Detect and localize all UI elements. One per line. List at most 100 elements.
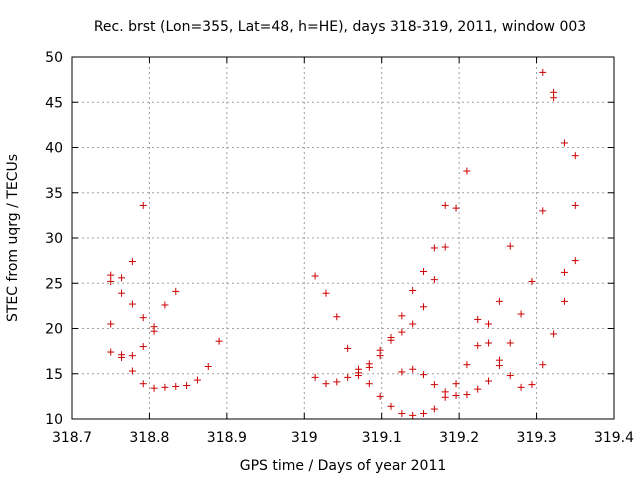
- data-point: [485, 377, 493, 385]
- chart-title: Rec. brst (Lon=355, Lat=48, h=HE), days …: [94, 19, 586, 35]
- data-point: [333, 378, 341, 386]
- data-point: [354, 372, 362, 380]
- data-point: [398, 410, 406, 418]
- data-point: [387, 402, 395, 410]
- y-tick-labels: 10 15 20 25 30 35 40 45 50: [45, 50, 63, 428]
- data-point: [517, 310, 525, 318]
- data-point: [376, 392, 384, 400]
- data-point: [506, 339, 514, 347]
- data-point: [430, 405, 438, 413]
- data-point: [204, 363, 212, 371]
- data-point: [376, 352, 384, 360]
- data-point: [150, 384, 158, 392]
- x-axis-label: GPS time / Days of year 2011: [240, 458, 447, 474]
- data-point: [452, 391, 460, 399]
- y-tick-label: 35: [45, 186, 63, 202]
- y-tick-label: 45: [45, 95, 63, 111]
- data-point: [463, 361, 471, 369]
- data-point: [409, 320, 417, 328]
- data-point: [215, 337, 223, 345]
- data-point: [539, 361, 547, 369]
- data-point: [118, 289, 126, 297]
- data-point: [172, 287, 180, 295]
- data-point: [172, 382, 180, 390]
- data-point: [398, 328, 406, 336]
- data-point: [550, 94, 558, 102]
- y-tick-label: 30: [45, 231, 63, 247]
- x-tick-label: 319.2: [439, 430, 479, 446]
- data-point: [183, 382, 191, 390]
- data-point: [528, 381, 536, 389]
- data-point: [409, 286, 417, 294]
- y-tick-label: 20: [45, 322, 63, 338]
- data-point: [495, 362, 503, 370]
- data-point: [322, 380, 330, 388]
- data-point: [398, 312, 406, 320]
- data-point: [161, 383, 169, 391]
- data-point: [430, 244, 438, 252]
- data-point: [528, 277, 536, 285]
- data-point: [441, 243, 449, 251]
- grid-lines: [72, 57, 614, 419]
- data-point: [441, 201, 449, 209]
- data-point: [107, 320, 115, 328]
- y-tick-label: 10: [45, 412, 63, 428]
- y-tick-label: 25: [45, 276, 63, 292]
- x-tick-label: 319: [291, 430, 318, 446]
- data-point: [128, 367, 136, 375]
- data-point: [485, 339, 493, 347]
- data-point: [107, 271, 115, 279]
- data-point: [128, 258, 136, 266]
- data-point: [474, 385, 482, 393]
- data-points: [107, 68, 579, 419]
- data-point: [430, 276, 438, 284]
- data-point: [311, 272, 319, 280]
- data-point: [452, 380, 460, 388]
- x-tick-label: 319.3: [517, 430, 557, 446]
- data-point: [560, 297, 568, 305]
- data-point: [485, 320, 493, 328]
- data-point: [387, 336, 395, 344]
- plot-frame: [71, 56, 615, 420]
- data-point: [344, 344, 352, 352]
- data-point: [311, 373, 319, 381]
- data-point: [161, 301, 169, 309]
- data-point: [139, 201, 147, 209]
- data-point: [193, 376, 201, 384]
- data-point: [118, 274, 126, 282]
- data-point: [420, 303, 428, 311]
- data-point: [344, 373, 352, 381]
- data-point: [420, 371, 428, 379]
- data-point: [495, 297, 503, 305]
- data-point: [128, 300, 136, 308]
- x-tick-label: 318.9: [207, 430, 247, 446]
- data-point: [365, 363, 373, 371]
- data-point: [409, 365, 417, 373]
- data-point: [452, 204, 460, 212]
- data-point: [139, 343, 147, 351]
- data-point: [560, 268, 568, 276]
- data-point: [463, 391, 471, 399]
- data-point: [420, 267, 428, 275]
- x-tick-label: 319.1: [362, 430, 402, 446]
- data-point: [139, 314, 147, 322]
- data-point: [107, 348, 115, 356]
- data-point: [409, 411, 417, 419]
- data-point: [420, 410, 428, 418]
- data-point: [550, 330, 558, 338]
- data-point: [139, 380, 147, 388]
- data-point: [560, 139, 568, 147]
- x-tick-labels: 318.7 318.8 318.9 319 319.1 319.2 319.3 319.4: [52, 430, 634, 446]
- data-point: [365, 380, 373, 388]
- data-point: [506, 372, 514, 380]
- data-point: [571, 201, 579, 209]
- data-point: [571, 152, 579, 160]
- data-point: [539, 68, 547, 76]
- x-tick-label: 318.7: [52, 430, 92, 446]
- data-point: [150, 327, 158, 335]
- data-point: [441, 393, 449, 401]
- y-axis-label: STEC from uqrg / TECUs: [5, 154, 21, 322]
- y-tick-label: 50: [45, 50, 63, 66]
